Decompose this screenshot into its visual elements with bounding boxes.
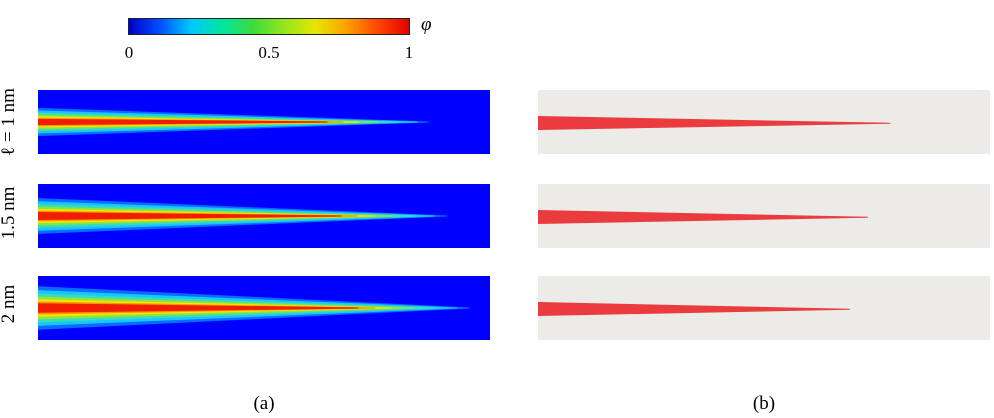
row-label-1: ℓ = 1 nm (0, 88, 19, 156)
colorbar-tick-mid: 0.5 (258, 43, 280, 62)
crack-wedge (538, 210, 868, 224)
phase-field-plot (38, 276, 490, 340)
sharp-crack-panel-3 (538, 276, 990, 340)
phase-field-panel-1 (38, 90, 490, 154)
phase-field-panel-2 (38, 184, 490, 248)
sharp-crack-plot (538, 276, 990, 340)
contour-band-6 (38, 118, 329, 126)
caption-a: (a) (253, 393, 275, 414)
caption-b: (b) (752, 393, 776, 414)
phase-field-plot (38, 184, 490, 248)
phase-field-plot (38, 90, 490, 154)
crack-wedge (538, 116, 891, 130)
colorbar-tick-1: 1 (404, 43, 414, 62)
contour-band-6 (38, 303, 359, 313)
row-label-2: 1.5 nm (0, 186, 19, 240)
colorbar-symbol: φ (421, 14, 432, 35)
sharp-crack-panel-2 (538, 184, 990, 248)
sharp-crack-panel-1 (538, 90, 990, 154)
phase-field-panel-3 (38, 276, 490, 340)
row-label-3: 2 nm (0, 284, 19, 324)
crack-wedge (538, 302, 850, 316)
colorbar-tick-0: 0 (124, 43, 134, 62)
sharp-crack-plot (538, 184, 990, 248)
sharp-crack-plot (538, 90, 990, 154)
colorbar (128, 18, 410, 35)
contour-band-6 (38, 212, 343, 220)
